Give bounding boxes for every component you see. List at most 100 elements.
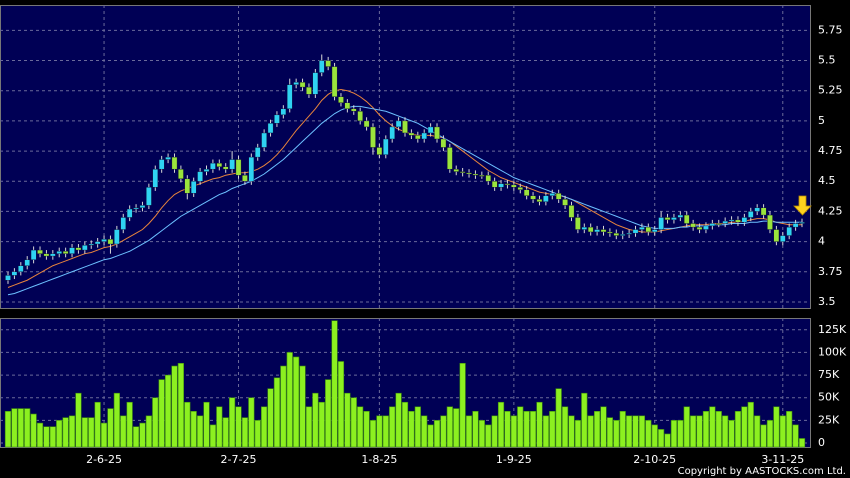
candle-body [318,60,325,73]
volume-bar [261,406,268,448]
volume-bar [312,392,319,448]
volume-bar [100,422,108,448]
volume-bar [754,415,761,448]
candle-body [43,253,50,257]
volume-bar [722,415,729,448]
candle-body [523,189,530,196]
volume-bar [427,424,434,448]
candle-body [760,207,767,216]
candle-body [286,84,293,110]
volume-bar [696,415,703,448]
candle-body [126,208,133,218]
volume-tick-label: 75K [818,368,840,381]
candle-body [466,172,472,175]
candle-body [190,181,197,194]
volume-bar [229,397,236,448]
volume-bar [241,417,249,448]
candle-body [158,159,165,170]
candle-body [184,178,191,194]
candle-body [754,207,760,212]
volume-bar [4,410,12,448]
candle-body [459,171,466,173]
volume-bar [94,401,101,448]
volume-bar [132,426,140,448]
volume-bar [299,365,306,448]
candle-body [395,120,402,128]
candle-body [741,217,748,223]
volume-bar [613,420,620,448]
x-tick-label: 1-8-25 [361,453,397,466]
volume-bar [88,417,95,448]
candle-body [677,214,684,218]
candle-body [517,187,524,190]
volume-bar [626,415,633,448]
candle-body [344,102,351,110]
volume-bar [203,401,210,448]
volume-bar [683,406,690,448]
volume-bar [248,397,255,448]
candle-body [94,241,101,245]
volume-tick-label: 125K [818,323,847,336]
volume-bar [369,420,377,448]
x-tick-label: 2-6-25 [86,453,122,466]
volume-bar [139,422,146,448]
volume-bar [113,392,120,448]
candle-body [607,231,613,234]
volume-bar [651,424,658,448]
volume-bar [337,361,345,448]
volume-bar [773,406,780,448]
volume-bar [273,377,281,448]
candle-body [363,120,370,128]
y-tick-label: 4.5 [818,174,836,187]
volume-tick-label: 50K [818,391,840,404]
volume-tick-label: 100K [818,345,847,358]
candle-body [62,251,69,254]
y-tick-label: 3.5 [818,295,836,308]
candle-body [389,126,395,140]
candle-body [453,168,460,172]
volume-bar [561,406,569,448]
volume-bar [677,420,684,448]
candle-body [722,220,728,224]
volume-bar [107,408,114,448]
candle-body [133,207,139,210]
volume-bar [517,406,524,448]
volume-bar [497,401,505,448]
volume-bar [286,352,293,448]
volume-bar [523,410,530,448]
volume-bar [395,392,402,448]
candle-body [24,259,31,266]
candle-body [101,238,107,242]
volume-bar [145,415,152,448]
volume-bar [350,397,357,448]
volume-bar [49,426,56,448]
candle-body [434,126,440,140]
candle-body [139,205,146,209]
candle-body [479,175,485,177]
candle-body [254,147,261,158]
volume-bar [164,374,172,448]
candle-body [267,123,274,134]
volume-tick-label: 0 [818,436,825,449]
candle-body [350,108,357,112]
volume-bar [62,417,69,448]
volume-bar [465,415,473,448]
candle-body [594,229,600,233]
candle-body [152,168,159,188]
volume-bar [401,401,409,448]
volume-bar [453,408,460,448]
volume-bar [382,415,389,448]
candle-body [728,219,735,222]
volume-bar [734,410,742,448]
candle-body [242,175,248,182]
candle-body [203,168,210,172]
candle-body [498,183,504,188]
candle-body [747,211,754,218]
candle-body [75,247,82,251]
candle-body [210,162,216,170]
candle-body [274,114,280,124]
candle-body [415,135,421,140]
candle-body [562,199,568,206]
candle-body [536,199,543,202]
volume-bar [11,408,18,448]
